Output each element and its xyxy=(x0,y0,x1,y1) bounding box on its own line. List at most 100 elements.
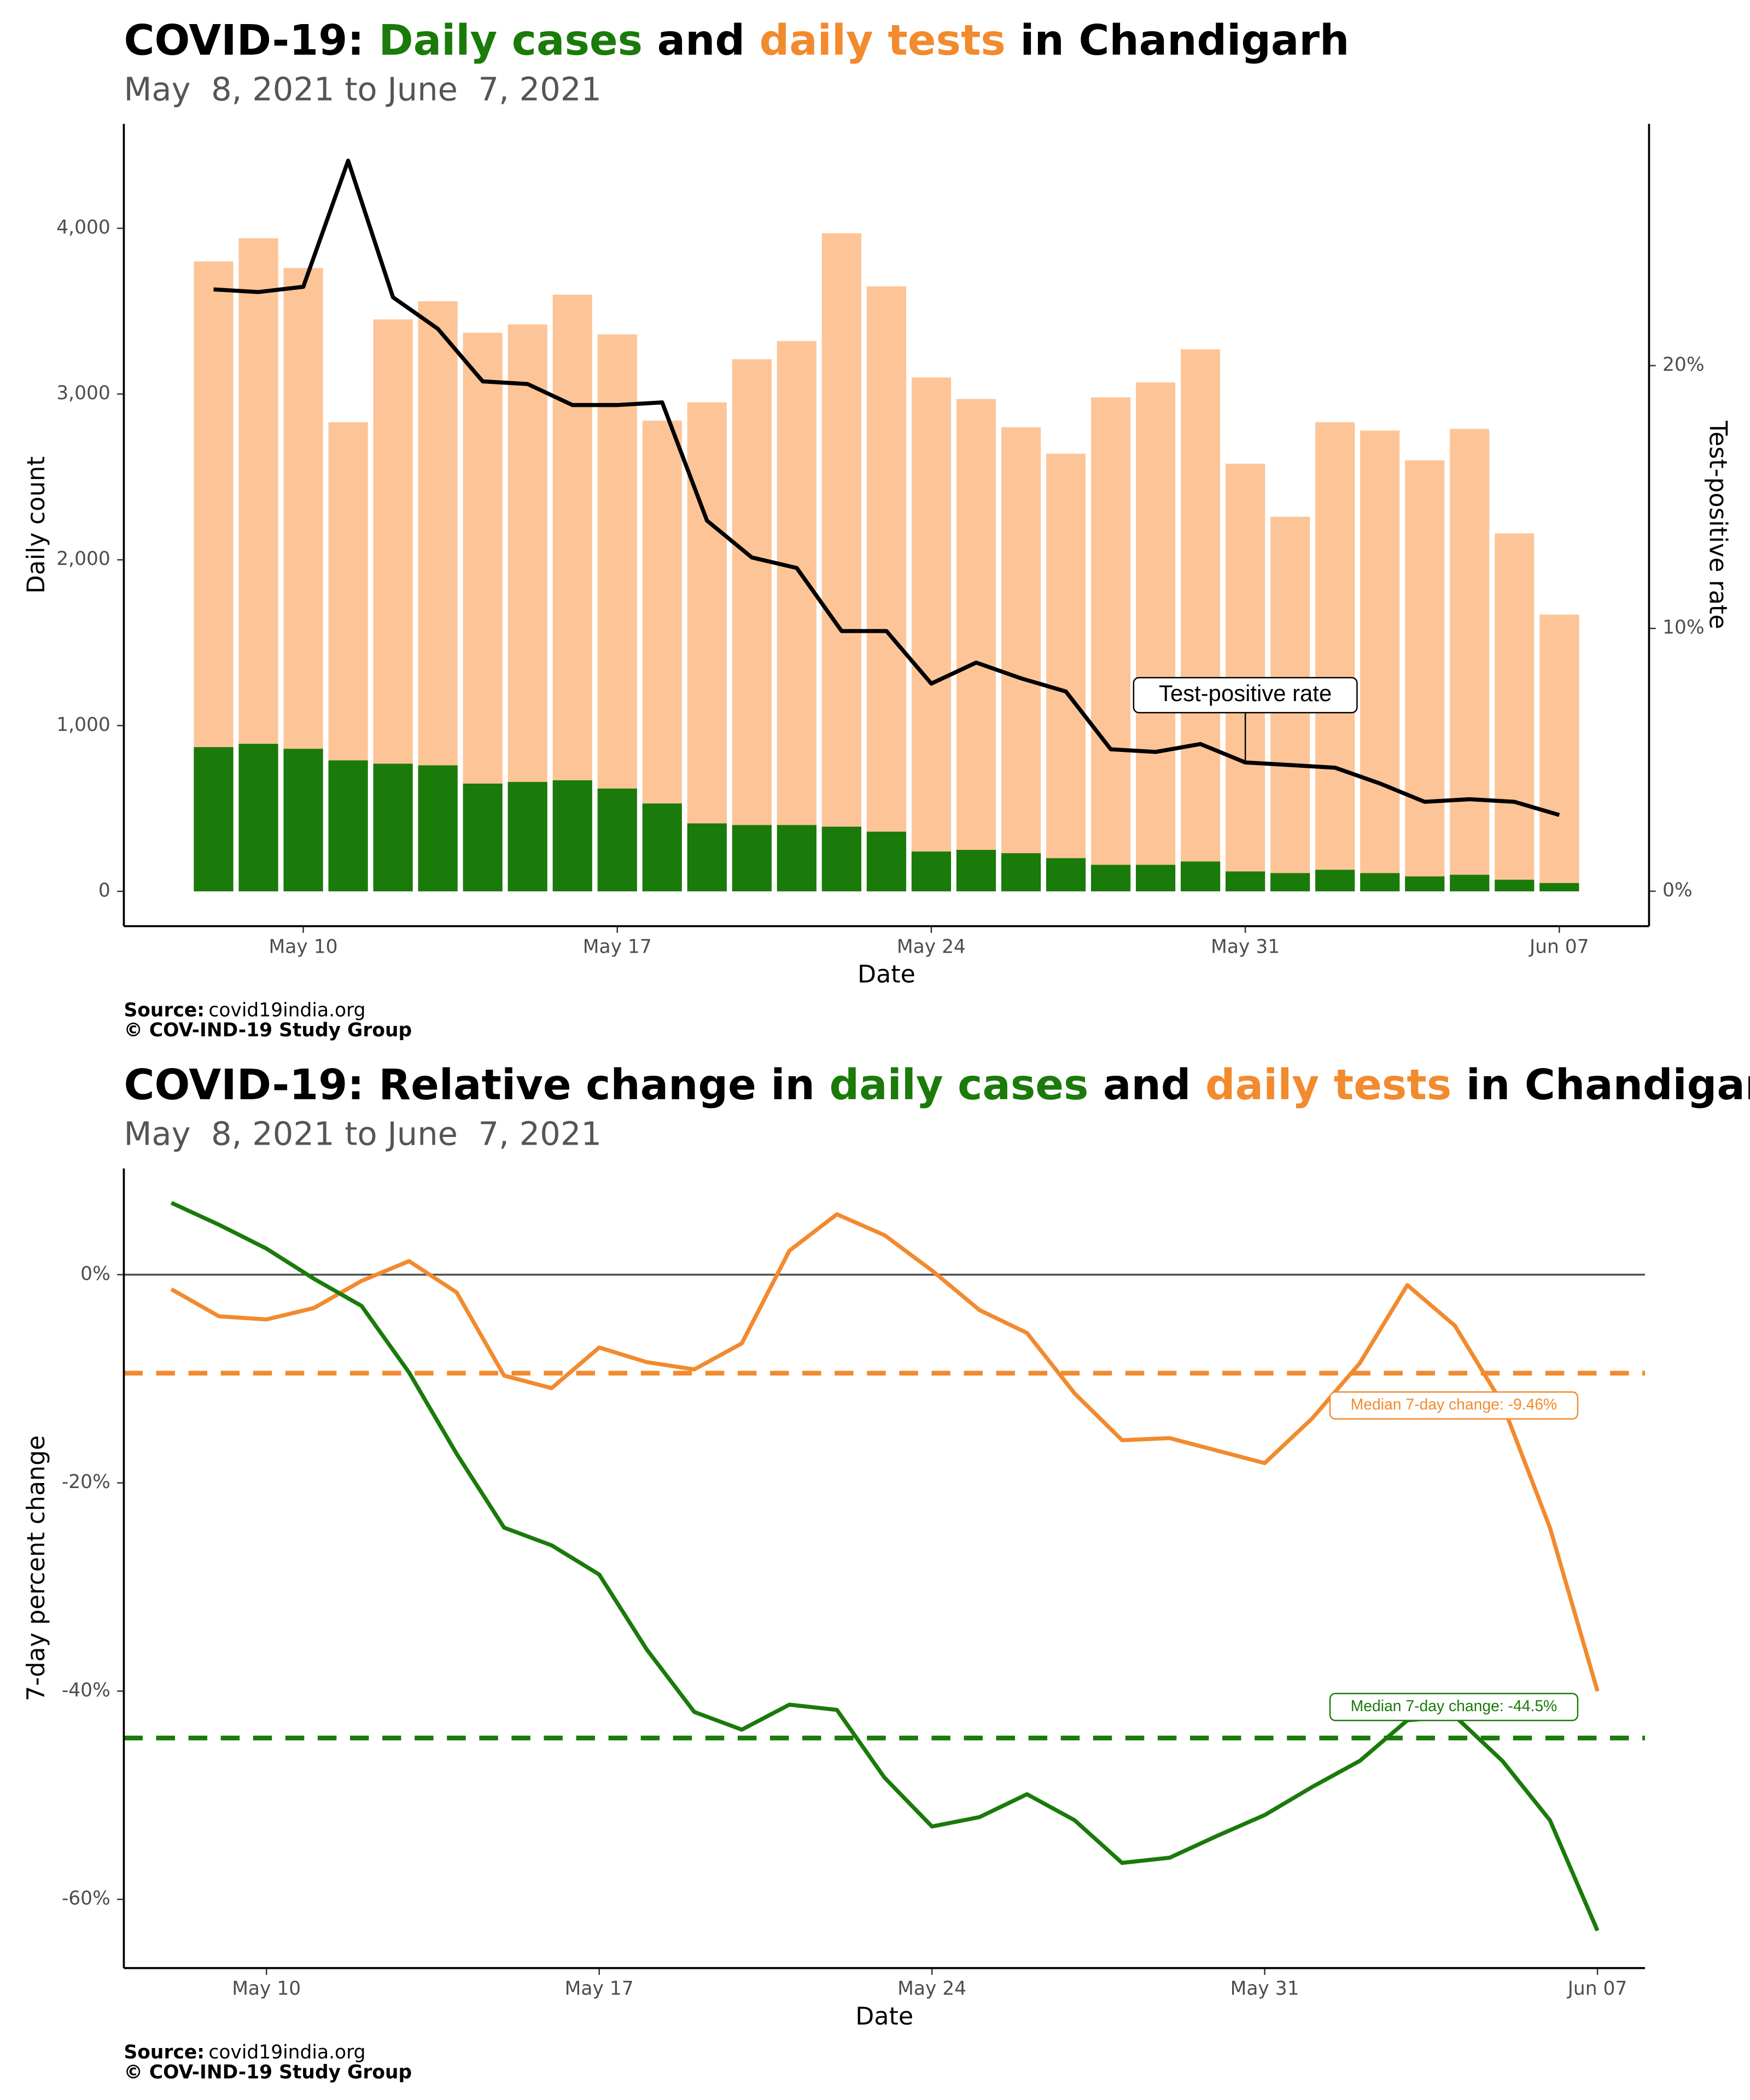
line xyxy=(170,1212,1600,1692)
bar xyxy=(194,747,234,891)
x-tick-label: May 31 xyxy=(1230,1978,1299,2000)
y-axis-label: Daily count xyxy=(22,456,50,593)
y-tick-label: 1,000 xyxy=(56,714,110,736)
x-tick-label: Jun 07 xyxy=(1529,936,1589,958)
median-label: Median 7-day change: -9.46% xyxy=(1351,1395,1558,1413)
median-label-box xyxy=(1329,1693,1579,1722)
title-part: daily cases xyxy=(829,1060,1088,1109)
chart-subtitle: May 8, 2021 to June 7, 2021 xyxy=(124,1115,602,1153)
bar xyxy=(1315,422,1355,891)
bar xyxy=(1450,429,1490,891)
title-part: COVID-19: Relative change in xyxy=(124,1060,829,1109)
title-part: and xyxy=(643,16,760,65)
x-axis-label: Date xyxy=(855,2003,913,2031)
copyright: © COV-IND-19 Study Group xyxy=(124,1019,412,1041)
bar xyxy=(1001,853,1041,891)
bar xyxy=(1360,873,1400,891)
source: Source: covid19india.org xyxy=(124,999,365,1021)
y-tick-label: 4,000 xyxy=(56,217,110,238)
bar xyxy=(597,788,637,891)
chart-subtitle: May 8, 2021 to June 7, 2021 xyxy=(124,70,602,108)
bar xyxy=(238,744,278,891)
x-tick-label: Jun 07 xyxy=(1567,1978,1628,2000)
median-label: Median 7-day change: -44.5% xyxy=(1351,1697,1558,1714)
bar xyxy=(1539,614,1579,891)
x-tick-label: May 24 xyxy=(897,1978,966,2000)
bar xyxy=(821,233,861,891)
y-tick-label: -20% xyxy=(62,1471,110,1493)
y-tick-label: 2,000 xyxy=(56,548,110,570)
title-part: and xyxy=(1088,1060,1205,1109)
bar xyxy=(777,825,816,891)
source-text: covid19india.org xyxy=(208,999,365,1021)
bar xyxy=(283,749,323,891)
bar xyxy=(1135,382,1176,891)
bar xyxy=(418,765,458,891)
y-axis-label: 7-day percent change xyxy=(22,1435,50,1701)
y-tick-label: 3,000 xyxy=(56,382,110,404)
x-tick-label: May 10 xyxy=(232,1978,301,2000)
x-tick-label: May 10 xyxy=(269,936,338,958)
bar xyxy=(508,781,547,891)
source-label: Source: xyxy=(124,999,205,1021)
line xyxy=(170,1201,1600,1932)
bar xyxy=(373,763,413,891)
y-tick-label: -40% xyxy=(62,1679,110,1701)
y-tick-label: 0% xyxy=(80,1263,110,1285)
bar xyxy=(1495,879,1535,891)
title-part: Daily cases xyxy=(378,16,643,65)
chart-title: COVID-19: Relative change in daily cases… xyxy=(124,1060,1750,1109)
bar xyxy=(1090,397,1131,891)
title-part: in Chandigarh xyxy=(1451,1060,1750,1109)
bar xyxy=(1046,858,1086,891)
title-part: COVID-19: xyxy=(124,16,378,65)
y2-tick-label: 20% xyxy=(1662,354,1705,376)
bar xyxy=(1090,865,1131,891)
bar xyxy=(732,825,772,891)
bar xyxy=(956,850,996,891)
annotation: Test-positive rate xyxy=(1159,680,1332,706)
bar xyxy=(777,341,816,891)
x-tick-label: May 31 xyxy=(1211,936,1280,958)
bar xyxy=(1360,430,1400,891)
bar xyxy=(1270,873,1310,891)
x-tick-label: May 24 xyxy=(897,936,966,958)
bar xyxy=(1181,861,1221,891)
y2-tick-label: 10% xyxy=(1662,617,1705,639)
bar xyxy=(328,760,368,891)
y2-tick-label: 0% xyxy=(1662,879,1693,901)
bar xyxy=(1046,453,1086,891)
source-label: Source: xyxy=(124,2041,205,2063)
bar xyxy=(1405,460,1445,891)
title-part: in Chandigarh xyxy=(1006,16,1350,65)
bar xyxy=(866,831,907,891)
bar xyxy=(552,780,592,891)
median-label-box xyxy=(1329,1391,1579,1420)
y2-axis-label: Test-positive rate xyxy=(1704,420,1731,629)
bar xyxy=(821,826,861,891)
bar xyxy=(1495,533,1535,891)
bar xyxy=(732,359,772,891)
x-tick-label: May 17 xyxy=(583,936,652,958)
y-tick-label: -60% xyxy=(62,1888,110,1910)
bar xyxy=(911,377,952,891)
bar xyxy=(911,851,952,891)
annotation-box xyxy=(1133,676,1358,714)
bar xyxy=(687,402,727,891)
copyright: © COV-IND-19 Study Group xyxy=(124,2061,412,2083)
bar xyxy=(956,399,996,891)
source: Source: covid19india.org xyxy=(124,2041,365,2063)
bar xyxy=(1181,349,1221,891)
source-text: covid19india.org xyxy=(208,2041,365,2063)
bar xyxy=(1405,876,1445,891)
bar xyxy=(463,783,503,891)
bar xyxy=(1135,865,1176,891)
chart-title: COVID-19: Daily cases and daily tests in… xyxy=(124,16,1349,65)
y-tick-label: 0 xyxy=(98,879,110,901)
line xyxy=(213,159,1560,817)
bar xyxy=(1226,871,1265,891)
title-part: daily tests xyxy=(760,16,1006,65)
bar xyxy=(687,823,727,891)
